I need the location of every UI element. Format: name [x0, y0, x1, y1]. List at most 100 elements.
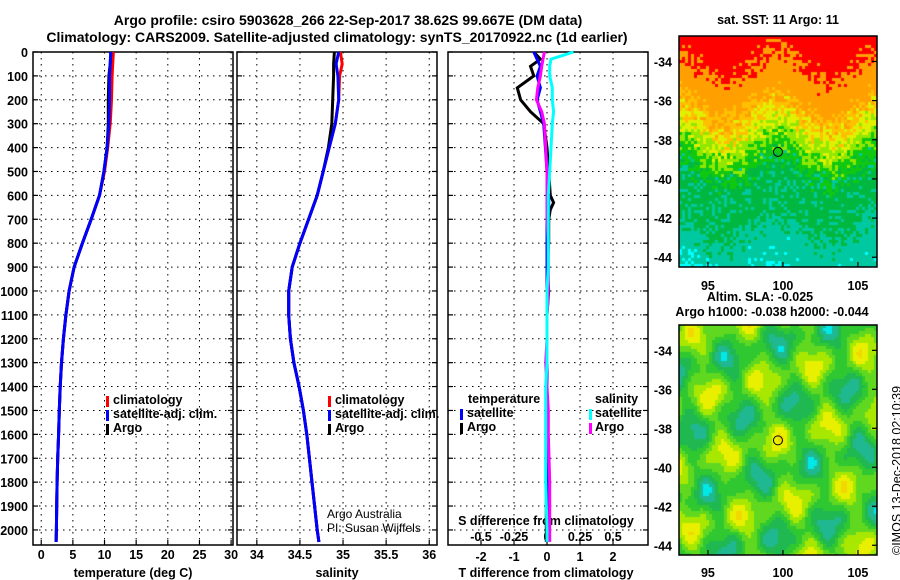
legend-argo: Argo: [335, 421, 365, 435]
depth-tick-label: 300: [7, 118, 28, 132]
x-tick-label: 30: [224, 548, 238, 562]
map-lon-label: 95: [701, 279, 715, 293]
t-diff-xlabel: T difference from climatology: [458, 566, 633, 580]
salinity-xlabel: salinity: [315, 566, 358, 580]
legend-swatch: [106, 410, 109, 421]
legend-t-argo: Argo: [467, 420, 497, 434]
temperature-legend: climatology satellite-adj. clim. Argo: [113, 393, 217, 435]
credit-line1: Argo Australia: [327, 507, 402, 521]
title-line1: Argo profile: csiro 5903628_266 22-Sep-2…: [114, 12, 582, 28]
credit-line2: PI: Susan Wijffels: [327, 521, 421, 535]
x-tick-label: 36: [422, 548, 436, 562]
x-tick-label: 15: [129, 548, 143, 562]
salinity-legend: climatology satellite-adj. clim. Argo: [335, 393, 439, 435]
map-lon-label: 105: [848, 566, 869, 580]
x-tick-label: 0: [38, 548, 45, 562]
plot-frame: [447, 51, 649, 546]
depth-tick-label: 500: [7, 165, 28, 179]
sst-map-image: [679, 36, 877, 267]
depth-tick-label: 200: [7, 94, 28, 108]
depth-tick-label: 700: [7, 213, 28, 227]
depth-tick-label: 2000: [0, 524, 28, 538]
map-lat-label: -34: [654, 344, 672, 358]
x-tick-label: -1: [508, 550, 519, 564]
depth-tick-label: 1400: [0, 381, 28, 395]
legend-swatch: [106, 424, 109, 435]
depth-tick-label: 1600: [0, 428, 28, 442]
map-lat-label: -40: [654, 173, 672, 187]
legend-s-argo: Argo: [595, 420, 625, 434]
x-tick-label: 34: [250, 548, 264, 562]
sst-map-title: sat. SST: 11 Argo: 11: [717, 13, 839, 27]
map-lat-label: -36: [654, 383, 672, 397]
map-lon-label: 105: [848, 279, 869, 293]
depth-tick-label: 900: [7, 261, 28, 275]
legend-swatch: [328, 396, 331, 407]
legend-satellite-adj: satellite-adj. clim.: [335, 407, 439, 421]
map-lat-label: -44: [654, 251, 672, 265]
depth-tick-label: 800: [7, 237, 28, 251]
map-lat-label: -44: [654, 539, 672, 553]
legend-s-satellite: satellite: [595, 406, 642, 420]
title-line2: Climatology: CARS2009. Satellite-adjuste…: [46, 29, 627, 45]
map-lat-label: -36: [654, 95, 672, 109]
depth-tick-label: 600: [7, 189, 28, 203]
legend-swatch: [589, 409, 592, 420]
legend-swatch: [460, 409, 463, 420]
map-frame: [678, 324, 878, 556]
depth-tick-label: 1800: [0, 476, 28, 490]
legend-argo: Argo: [113, 421, 143, 435]
depth-tick-label: 1500: [0, 404, 28, 418]
s-tick-label: -0.25: [500, 530, 529, 544]
x-tick-label: 35.5: [374, 548, 398, 562]
legend-satellite-adj: satellite-adj. clim.: [113, 407, 217, 421]
x-tick-label: -2: [475, 550, 486, 564]
depth-tick-label: 1700: [0, 452, 28, 466]
map-lat-label: -38: [654, 134, 672, 148]
s-tick-label: 0.25: [568, 530, 592, 544]
map-frame: [678, 35, 878, 268]
legend-swatch: [106, 396, 109, 407]
x-tick-label: 35: [336, 548, 350, 562]
s-tick-label: -0.5: [470, 530, 492, 544]
map-lat-label: -42: [654, 500, 672, 514]
x-tick-label: 20: [161, 548, 175, 562]
map-lon-label: 100: [773, 279, 794, 293]
x-tick-label: 5: [69, 548, 76, 562]
argo-location-marker: [772, 435, 783, 446]
legend-swatch: [328, 424, 331, 435]
depth-tick-label: 1000: [0, 285, 28, 299]
profile-satellite-adj-clim-: [54, 51, 113, 542]
legend-climatology: climatology: [335, 393, 405, 407]
depth-tick-label: 400: [7, 142, 28, 156]
plot-frame: [236, 51, 438, 546]
diff-s-satellite: [544, 50, 574, 542]
argo-location-marker: [772, 146, 783, 157]
map-lat-label: -34: [654, 55, 672, 69]
sla-map-title-line2: Argo h1000: -0.038 h2000: -0.044: [675, 305, 868, 319]
map-lon-label: 100: [773, 566, 794, 580]
depth-tick-label: 1100: [1, 309, 28, 323]
legend-salinity-title: salinity: [595, 392, 638, 406]
map-lat-label: -38: [654, 422, 672, 436]
legend-climatology: climatology: [113, 393, 183, 407]
x-tick-label: 34.5: [288, 548, 312, 562]
sla-map-image: [679, 325, 877, 555]
legend-swatch: [460, 423, 463, 434]
s-tick-label: 0.5: [604, 530, 621, 544]
profile-argo: [54, 51, 113, 542]
profile-satellite-adj-clim-: [287, 51, 341, 543]
legend-swatch: [589, 423, 592, 434]
x-tick-label: 2: [610, 550, 617, 564]
depth-tick-label: 0: [21, 46, 28, 60]
depth-tick-label: 1900: [0, 500, 28, 514]
plot-frame: [32, 51, 234, 546]
map-lon-label: 95: [701, 566, 715, 580]
x-tick-label: 10: [98, 548, 112, 562]
depth-tick-label: 100: [7, 70, 28, 84]
sla-map-title-line1: Altim. SLA: -0.025: [707, 290, 813, 304]
x-tick-label: 1: [577, 550, 584, 564]
x-tick-label: 25: [193, 548, 207, 562]
